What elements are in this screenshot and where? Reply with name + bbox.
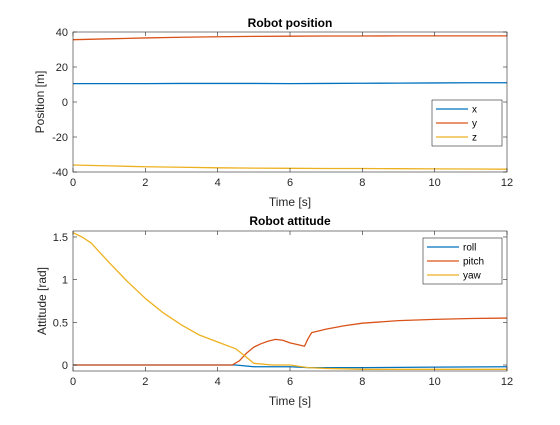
chart-2-group: 0 2 4 6 8 10 12 0 0.5 1 1.5 Robot attitude Time [s] A…: [35, 214, 513, 408]
chart-1-xtick-label: 0: [70, 177, 76, 189]
chart-2-series-yaw-line: [73, 232, 507, 370]
chart-2-title: Robot attitude: [249, 214, 331, 228]
chart-2-ytick-label: 1: [62, 275, 68, 287]
chart-1-xtick-label: 8: [359, 177, 365, 189]
chart-1-ytick-label: 40: [56, 27, 68, 39]
chart-2-xtick-label: 2: [142, 376, 148, 388]
chart-2-series-pitch-line: [73, 317, 507, 366]
chart-2-xtick-label: 6: [287, 376, 293, 388]
chart-2-xtick-label: 4: [215, 376, 221, 388]
chart-2-xlabel: Time [s]: [269, 394, 311, 408]
chart-2-xtick-label: 0: [70, 376, 76, 388]
chart-2-ytick-label: 1.5: [53, 232, 68, 244]
chart-2-legend-pitch-label: pitch: [463, 257, 484, 268]
chart-1-xtick-label: 10: [429, 177, 441, 189]
chart-1-xtick-label: 12: [501, 177, 513, 189]
chart-1-ytick-label: -40: [52, 167, 68, 179]
chart-1-xtick-label: 4: [215, 177, 221, 189]
chart-1-legend-z-label: z: [472, 133, 477, 144]
chart-1-xtick-label: 2: [142, 177, 148, 189]
chart-1-group: 0 2 4 6 8 10 12 -40 -20 0 20 40 Robot position Time […: [33, 16, 513, 209]
chart-2-series-group: [73, 232, 507, 370]
chart-1-ytick-label: 20: [56, 62, 68, 74]
chart-1-xlabel: Time [s]: [269, 195, 311, 209]
chart-1-ylabel: Position [m]: [33, 71, 47, 134]
chart-2-xtick-label: 10: [429, 376, 441, 388]
chart-2-ytick-label: 0: [62, 360, 68, 372]
chart-2-xtick-label: 8: [359, 376, 365, 388]
chart-1-ytick-label: -20: [52, 132, 68, 144]
chart-2-ytick-label: 0.5: [53, 317, 68, 329]
chart-1-legend-x-label: x: [472, 105, 477, 116]
chart-1-series-x-line: [73, 82, 507, 85]
chart-1-xtick-label: 6: [287, 177, 293, 189]
chart-2-legend-yaw-label: yaw: [463, 271, 482, 282]
chart-2-xtick-label: 12: [501, 376, 513, 388]
chart-1-ytick-label: 0: [62, 97, 68, 109]
chart-1-title: Robot position: [248, 16, 333, 30]
chart-1-legend-y-label: y: [472, 119, 477, 130]
chart-2-series-roll-line: [73, 364, 507, 369]
chart-2-ylabel: Attitude [rad]: [35, 267, 49, 335]
chart-2-legend-roll-label: roll: [463, 243, 476, 254]
